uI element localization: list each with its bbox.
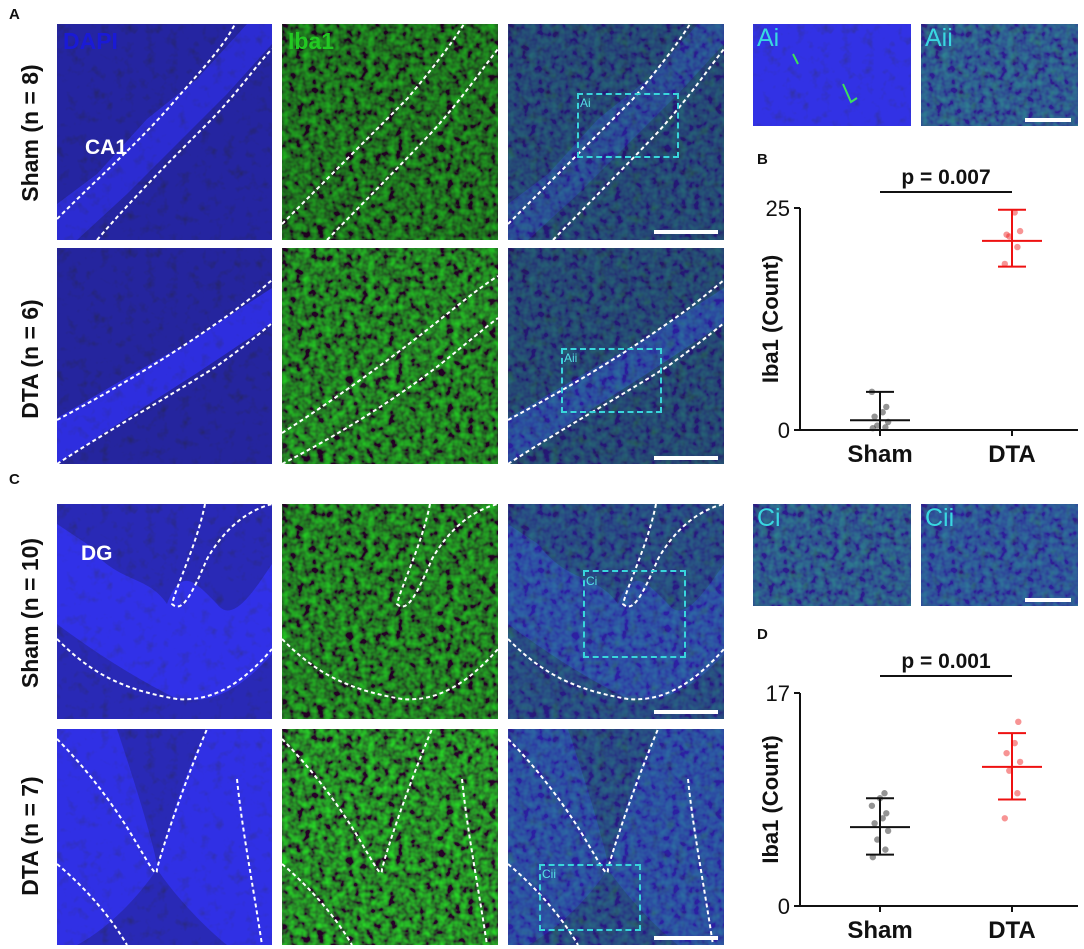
scale-bar — [654, 456, 718, 460]
y-tick-label: 25 — [766, 196, 790, 221]
region-label-ca1: CA1 — [85, 136, 128, 159]
micrograph-a-dta-dapi — [57, 248, 272, 464]
data-point — [1014, 790, 1021, 797]
data-point — [1006, 767, 1013, 774]
data-point — [882, 846, 889, 853]
roi-box-ai — [577, 93, 679, 158]
micrograph-c-dta-dapi — [57, 729, 272, 945]
data-point — [1006, 233, 1013, 240]
micrograph-c-sham-iba1 — [282, 504, 498, 719]
data-point — [879, 409, 886, 416]
scatter-chart-d: 0 17 Iba1 (Count) Sham DTA p = 0.001 — [758, 650, 1078, 944]
roi-box-aii — [561, 348, 662, 413]
row-label-a-sham: Sham (n = 8) — [17, 64, 43, 202]
roi-label-aii: Aii — [564, 351, 578, 365]
roi-label-ci: Ci — [586, 574, 598, 588]
inset-label-aii: Aii — [925, 24, 953, 52]
scale-bar — [1025, 598, 1071, 602]
panel-label-d: D — [757, 626, 768, 643]
data-point — [1016, 758, 1024, 766]
data-point — [1015, 718, 1022, 726]
micrograph-c-sham-dapi: DG — [57, 504, 272, 719]
data-point — [883, 403, 890, 411]
channel-label-dapi: DAPI — [63, 28, 118, 54]
inset-ai: Ai — [753, 24, 911, 126]
significance-label: p = 0.001 — [901, 650, 991, 673]
inset-label-ci: Ci — [757, 504, 781, 532]
data-point — [871, 413, 878, 420]
y-tick-label: 0 — [778, 894, 790, 919]
micrograph-a-dta-iba1 — [282, 248, 498, 464]
data-point — [1001, 815, 1008, 822]
micrograph-a-dta-merge: Aii — [508, 248, 724, 464]
micrograph-c-dta-iba1 — [282, 729, 498, 945]
data-point — [868, 802, 876, 809]
data-point — [871, 820, 878, 827]
region-label-dg: DG — [81, 542, 113, 565]
roi-box-cii — [539, 864, 641, 931]
panel-label-a: A — [9, 6, 20, 23]
inset-label-cii: Cii — [925, 504, 955, 532]
data-point — [1001, 260, 1008, 268]
x-tick-label: Sham — [847, 917, 912, 944]
data-point — [881, 790, 888, 797]
y-axis-label: Iba1 (Count) — [758, 735, 783, 863]
row-label-c-dta: DTA (n = 7) — [17, 776, 43, 896]
data-point — [1016, 227, 1024, 235]
micrograph-a-sham-dapi: DAPI CA1 — [57, 24, 272, 240]
micrograph-a-sham-merge: Ai — [508, 24, 724, 240]
data-point — [882, 424, 889, 431]
inset-ci: Ci — [753, 504, 911, 606]
data-point — [1011, 739, 1018, 747]
y-axis-label: Iba1 (Count) — [758, 255, 783, 383]
significance-label: p = 0.007 — [901, 166, 990, 189]
y-tick-label: 17 — [766, 681, 790, 706]
x-tick-label: DTA — [988, 441, 1036, 468]
data-point — [1014, 243, 1021, 251]
data-point — [1003, 231, 1010, 238]
channel-label-iba1: Iba1 — [288, 28, 335, 54]
micrograph-c-sham-merge: Ci — [508, 504, 724, 719]
scale-bar — [1025, 118, 1071, 122]
data-point — [874, 422, 881, 429]
micrograph-a-sham-iba1: Iba1 — [282, 24, 498, 240]
inset-cii: Cii — [921, 504, 1078, 606]
x-tick-label: Sham — [847, 441, 912, 468]
scale-bar — [654, 710, 718, 714]
scale-bar — [654, 936, 718, 940]
data-point — [1003, 749, 1010, 757]
data-point — [874, 836, 881, 843]
inset-label-ai: Ai — [757, 24, 780, 52]
micrograph-c-dta-merge: Cii — [508, 729, 724, 945]
x-tick-label: DTA — [988, 917, 1036, 944]
scale-bar — [654, 230, 718, 234]
row-label-a-dta: DTA (n = 6) — [17, 299, 43, 419]
roi-label-ai: Ai — [580, 96, 591, 110]
inset-aii: Aii — [921, 24, 1078, 126]
y-tick-label: 0 — [778, 418, 790, 443]
roi-box-ci — [583, 570, 686, 658]
scatter-chart-b: 0 25 Iba1 (Count) Sham DTA p = 0.007 — [758, 166, 1078, 468]
panel-label-c: C — [9, 471, 20, 488]
panel-label-b: B — [757, 151, 768, 168]
data-point — [884, 827, 892, 835]
row-label-c-sham: Sham (n = 10) — [17, 537, 43, 689]
data-point — [879, 815, 886, 822]
data-point — [1011, 209, 1018, 216]
data-point — [883, 810, 890, 817]
roi-label-cii: Cii — [542, 867, 556, 881]
